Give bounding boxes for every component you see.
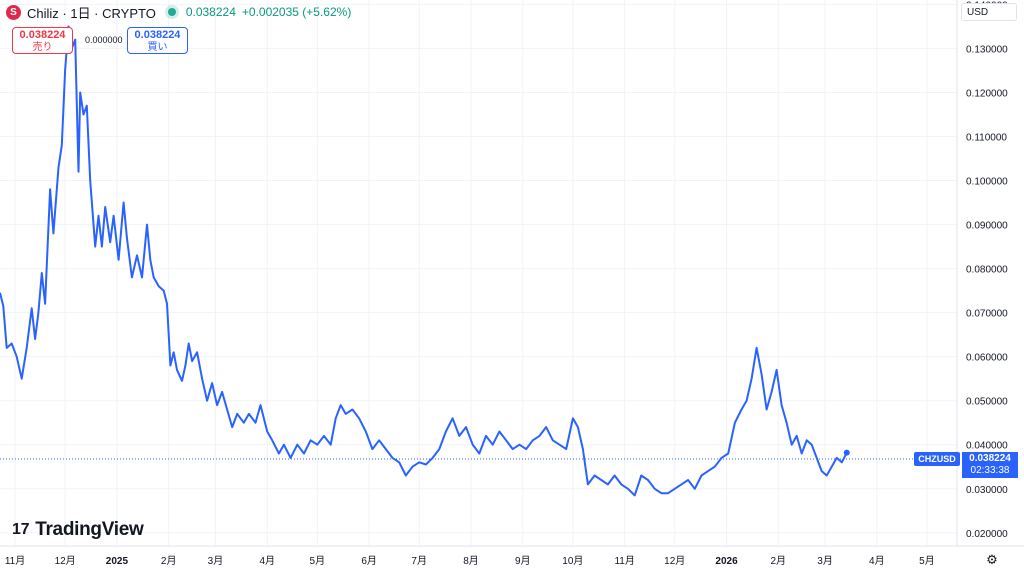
time-tick-label: 2月 xyxy=(771,555,787,567)
price-tick-label: 0.120000 xyxy=(966,88,1008,99)
last-price-value: 0.038224 xyxy=(969,453,1011,464)
sell-button[interactable]: 0.038224 売り xyxy=(12,27,73,54)
time-tick-label: 3月 xyxy=(208,555,224,567)
currency-selector[interactable]: USD xyxy=(961,3,1017,21)
settings-gear-icon[interactable]: ⚙ xyxy=(986,552,998,567)
tradingview-logo-icon: 17 xyxy=(12,521,30,538)
price-tick-label: 0.090000 xyxy=(966,221,1008,232)
grid-lines xyxy=(0,0,957,546)
tradingview-watermark[interactable]: 17 TradingView xyxy=(12,519,144,541)
time-tick-label: 10月 xyxy=(562,555,583,567)
time-tick-label: 7月 xyxy=(411,555,427,567)
market-open-icon xyxy=(167,8,176,16)
time-tick-label: 11月 xyxy=(5,555,25,567)
price-tick-label: 0.030000 xyxy=(966,485,1008,496)
buy-label: 買い xyxy=(147,42,168,53)
time-tick-label: 2026 xyxy=(715,556,738,567)
time-tick-label: 4月 xyxy=(259,555,275,567)
buy-price: 0.038224 xyxy=(134,29,181,41)
symbol-title[interactable]: Chiliz · 1日 · CRYPTO xyxy=(27,5,156,21)
time-tick-label: 2月 xyxy=(161,555,177,567)
price-tick-label: 0.080000 xyxy=(966,265,1008,276)
current-price: 0.038224 xyxy=(185,5,236,19)
price-tick-label: 0.040000 xyxy=(966,441,1008,452)
chiliz-logo-icon: S xyxy=(6,4,21,20)
price-tick-label: 0.050000 xyxy=(966,397,1008,408)
symbol-tag: CHZUSD xyxy=(914,452,960,466)
price-tick-label: 0.020000 xyxy=(966,529,1008,540)
time-tick-label: 2025 xyxy=(106,556,129,567)
time-tick-label: 8月 xyxy=(463,555,479,567)
price-tick-label: 0.060000 xyxy=(966,353,1008,364)
price-tick-label: 0.070000 xyxy=(966,309,1008,320)
time-tick-label: 5月 xyxy=(919,555,935,567)
buy-button[interactable]: 0.038224 買い xyxy=(127,27,188,54)
time-axis[interactable]: 11月 12月 2025 2月 3月 4月 5月 6月 7月 8月 9月 10月 11月 12月 2026 2… xyxy=(5,555,935,567)
time-tick-label: 12月 xyxy=(664,555,685,567)
time-tick-label: 11月 xyxy=(614,555,634,567)
watermark-text: TradingView xyxy=(35,519,144,540)
price-tick-label: 0.110000 xyxy=(966,133,1007,144)
price-tick-label: 0.130000 xyxy=(966,44,1008,55)
price-tick-label: 0.100000 xyxy=(966,177,1008,188)
spread-value: 0.000000 xyxy=(85,35,123,45)
sell-label: 売り xyxy=(32,42,53,53)
time-tick-label: 6月 xyxy=(361,555,377,567)
time-tick-label: 3月 xyxy=(817,555,833,567)
time-tick-label: 9月 xyxy=(515,555,531,567)
bar-countdown: 02:33:38 xyxy=(970,465,1010,476)
sell-price: 0.038224 xyxy=(19,29,66,41)
time-tick-label: 12月 xyxy=(55,555,76,567)
price-series-line xyxy=(0,25,848,497)
last-price-label: 0.038224 02:33:38 xyxy=(962,452,1018,478)
time-tick-label: 5月 xyxy=(310,555,326,567)
time-tick-label: 4月 xyxy=(869,555,885,567)
price-change: +0.002035 (+5.62%) xyxy=(241,5,352,19)
symbol-header: S Chiliz · 1日 · CRYPTO 0.038224 +0.00203… xyxy=(6,3,351,21)
last-price-dot xyxy=(843,449,850,456)
